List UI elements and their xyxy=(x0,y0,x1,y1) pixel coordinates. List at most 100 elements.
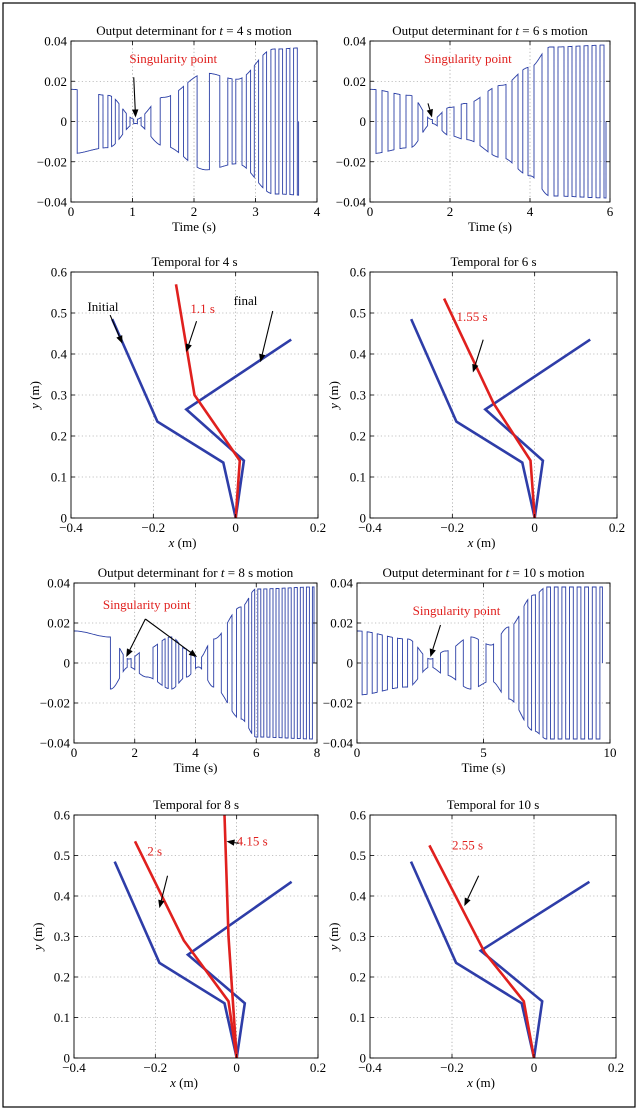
chart-title: Output determinant for t = 6 s motion xyxy=(392,23,588,38)
x-tick-label: −0.4 xyxy=(358,1060,382,1075)
chart-det10: 0 5 10 −0.04 −0.02 0 0.02 0.04 Output determinan… xyxy=(323,565,617,775)
x-tick-label: 4 xyxy=(314,204,321,219)
annotation-arrow xyxy=(429,624,442,657)
annotation-arrow xyxy=(132,77,139,118)
annotation-label: Singularity point xyxy=(103,597,191,612)
annotation-arrow xyxy=(426,103,433,118)
x-tick-label: 2 xyxy=(191,204,198,219)
y-tick-label: 0.5 xyxy=(54,848,70,863)
annotation-arrow xyxy=(259,310,274,363)
x-tick-label: 0 xyxy=(354,745,361,760)
y-tick-label: −0.04 xyxy=(40,736,71,751)
chart-title: Output determinant for t = 4 s motion xyxy=(96,23,292,38)
determinant-signal xyxy=(357,586,603,740)
y-axis-label: y (m) xyxy=(326,381,341,411)
y-tick-label: 0.4 xyxy=(51,347,68,362)
y-tick-label: 0.02 xyxy=(330,616,353,631)
x-tick-label: 2 xyxy=(447,204,454,219)
y-tick-label: −0.02 xyxy=(336,154,366,169)
x-tick-label: 4 xyxy=(527,204,534,219)
annotation-label: Singularity point xyxy=(424,51,512,66)
chart-det8: 0 2 4 6 8 −0.04 −0.02 0 0.02 0.04 Output determina… xyxy=(40,565,320,775)
chart-title: Output determinant for t = 10 s motion xyxy=(383,565,585,580)
determinant-signal xyxy=(370,44,607,199)
blue-link-series-1 xyxy=(478,880,591,1059)
annotation-label: 2 s xyxy=(147,844,162,859)
y-tick-label: 0.02 xyxy=(44,74,67,89)
x-tick-label: 2 xyxy=(132,745,139,760)
chart-title: Temporal for 6 s xyxy=(450,254,536,269)
y-tick-label: 0.1 xyxy=(350,1010,366,1025)
x-tick-label: 0.2 xyxy=(608,1060,624,1075)
x-tick-label: 1 xyxy=(129,204,136,219)
annotation-label: 2.55 s xyxy=(452,837,483,852)
x-tick-label: 0 xyxy=(531,520,538,535)
grid-lines xyxy=(71,41,317,202)
grid-lines xyxy=(370,272,617,518)
red-link-series-2 xyxy=(133,840,238,1059)
chart-title: Temporal for 10 s xyxy=(447,797,540,812)
x-tick-label: −0.4 xyxy=(59,520,83,535)
chart-title: Temporal for 8 s xyxy=(153,797,239,812)
annotation-arrow xyxy=(145,618,198,657)
y-tick-label: 0.3 xyxy=(350,388,366,403)
annotation-label: Initial xyxy=(87,299,118,314)
x-axis-label: Time (s) xyxy=(172,219,216,234)
y-tick-label: −0.04 xyxy=(323,736,354,751)
y-tick-label: 0.3 xyxy=(51,388,67,403)
y-tick-label: 0.04 xyxy=(47,576,70,591)
y-axis-label: y (m) xyxy=(30,923,45,953)
chart-title: Output determinant for t = 8 s motion xyxy=(98,565,294,580)
x-axis-label: Time (s) xyxy=(174,760,218,775)
annotation-label: Singularity point xyxy=(413,603,501,618)
y-tick-label: 0.4 xyxy=(54,889,71,904)
y-tick-label: 0.2 xyxy=(350,429,366,444)
x-tick-label: 5 xyxy=(480,745,487,760)
chart-title: Temporal for 4 s xyxy=(151,254,237,269)
y-tick-label: −0.04 xyxy=(336,195,367,210)
y-tick-label: 0.1 xyxy=(54,1010,70,1025)
y-tick-label: 0.04 xyxy=(330,576,353,591)
y-tick-label: 0.04 xyxy=(343,34,366,49)
grid-lines xyxy=(357,583,610,743)
x-tick-label: 0 xyxy=(531,1060,538,1075)
y-tick-label: 0.1 xyxy=(350,470,366,485)
x-tick-label: 8 xyxy=(314,745,321,760)
y-tick-label: 0.5 xyxy=(350,848,366,863)
x-tick-label: 0.2 xyxy=(310,520,326,535)
blue-link-series-0 xyxy=(111,318,237,519)
y-tick-label: 0.04 xyxy=(44,34,67,49)
x-tick-label: 0 xyxy=(232,520,239,535)
y-tick-label: 0 xyxy=(64,1051,71,1066)
annotation-label: 1.55 s xyxy=(456,309,487,324)
x-axis-label: Time (s) xyxy=(462,760,506,775)
x-axis-label: x (m) xyxy=(168,535,197,550)
x-tick-label: 6 xyxy=(607,204,614,219)
y-tick-label: 0.2 xyxy=(51,429,67,444)
annotation-label: Singularity point xyxy=(129,51,217,66)
x-axis-label: x (m) xyxy=(169,1075,198,1090)
y-tick-label: 0 xyxy=(61,511,68,526)
y-tick-label: 0.6 xyxy=(350,808,367,823)
chart-det4: 0 1 2 3 4 −0.04 −0.02 0 0.02 0.04 Output determina… xyxy=(37,23,321,234)
x-tick-label: −0.4 xyxy=(358,520,382,535)
annotation-label: final xyxy=(234,293,258,308)
annotation-arrow xyxy=(472,339,484,373)
y-tick-label: 0 xyxy=(360,114,367,129)
annotation-arrow xyxy=(109,314,123,344)
y-tick-label: 0 xyxy=(64,656,71,671)
blue-link-series-1 xyxy=(483,338,591,519)
y-tick-label: 0.02 xyxy=(47,616,70,631)
blue-link-series-0 xyxy=(410,318,536,519)
y-tick-label: −0.02 xyxy=(323,696,353,711)
y-tick-label: 0.5 xyxy=(350,306,366,321)
x-axis-label: x (m) xyxy=(466,1075,495,1090)
y-tick-label: 0.4 xyxy=(350,347,367,362)
y-tick-label: 0.6 xyxy=(54,808,71,823)
y-tick-label: −0.02 xyxy=(37,154,67,169)
x-tick-label: −0.2 xyxy=(441,520,465,535)
chart-temp4: −0.4 −0.2 0 0.2 0 0.1 0.2 0.3 0.4 0.5 0.6 Temporal … xyxy=(27,254,326,550)
annotation-arrow xyxy=(226,839,239,846)
annotation-label: 1.1 s xyxy=(190,301,215,316)
y-tick-label: −0.04 xyxy=(37,195,68,210)
